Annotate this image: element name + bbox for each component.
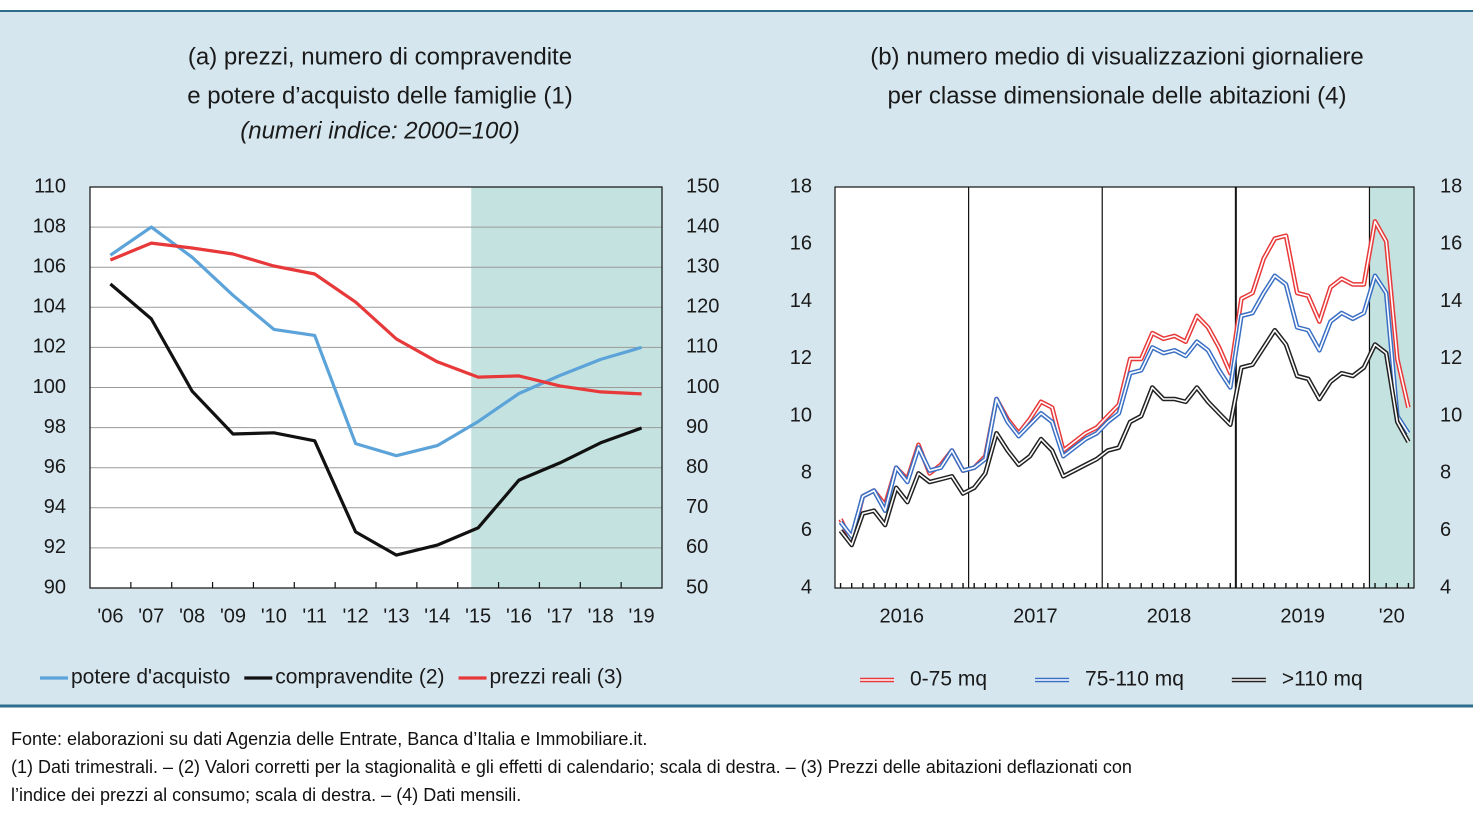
y2-tick-label: 18 xyxy=(1440,175,1462,197)
x-tick-label: '13 xyxy=(383,605,409,627)
data-line xyxy=(109,241,642,396)
note-line: l’indice dei prezzi al consumo; scala di… xyxy=(11,785,522,805)
y2-tick-label: 110 xyxy=(686,336,718,358)
y-tick-label: 8 xyxy=(801,462,812,484)
x-tick-label: '08 xyxy=(179,605,205,627)
x-tick-label: '09 xyxy=(220,605,246,627)
y-tick-label: 102 xyxy=(33,336,66,358)
data-line-core xyxy=(839,329,1410,546)
x-tick-label: '16 xyxy=(506,605,532,627)
x-group-label: 2019 xyxy=(1280,605,1325,627)
figure: (a) prezzi, numero di compravendite e pot… xyxy=(0,10,1473,708)
y-tick-label: 98 xyxy=(44,416,66,438)
y2-tick-label: 140 xyxy=(686,215,719,237)
x-tick-label: '10 xyxy=(261,605,287,627)
data-line xyxy=(109,282,643,557)
y2-tick-label: 50 xyxy=(686,576,708,598)
y2-tick-label: 80 xyxy=(686,456,708,478)
notes: Fonte: elaborazioni su dati Agenzia dell… xyxy=(11,725,1473,809)
y2-tick-label: 130 xyxy=(686,255,719,277)
y-tick-label: 96 xyxy=(44,456,66,478)
x-group-label: 2018 xyxy=(1147,605,1192,627)
x-tick-label: '14 xyxy=(424,605,450,627)
x-tick-label: '12 xyxy=(343,605,369,627)
y-tick-label: 104 xyxy=(33,296,66,318)
y-tick-label: 12 xyxy=(790,347,812,369)
y2-tick-label: 4 xyxy=(1440,576,1451,598)
y2-tick-label: 150 xyxy=(686,175,719,197)
y-tick-label: 90 xyxy=(44,576,66,598)
y2-tick-label: 100 xyxy=(686,376,719,398)
x-group-label: '20 xyxy=(1379,605,1405,627)
chart-title: (a) prezzi, numero di compravendite xyxy=(188,43,572,70)
legend-label: compravendite (2) xyxy=(275,666,444,689)
y2-tick-label: 12 xyxy=(1440,347,1462,369)
legend-label: >110 mq xyxy=(1282,668,1363,691)
x-tick-label: '07 xyxy=(138,605,164,627)
chart: (a) prezzi, numero di compravendite e pot… xyxy=(33,43,720,688)
y-tick-label: 92 xyxy=(44,536,66,558)
y2-tick-label: 16 xyxy=(1440,233,1462,255)
x-tick-label: '17 xyxy=(547,605,573,627)
plot-frame xyxy=(834,186,1415,589)
x-tick-label: '18 xyxy=(588,605,614,627)
x-group-label: 2017 xyxy=(1013,605,1058,627)
legend-label: 75-110 mq xyxy=(1085,668,1184,691)
chart-title: e potere d’acquisto delle famiglie (1) xyxy=(187,82,573,109)
y2-tick-label: 70 xyxy=(686,496,708,518)
y-tick-label: 110 xyxy=(34,175,66,197)
note-line: Fonte: elaborazioni su dati Agenzia dell… xyxy=(11,729,648,749)
data-line xyxy=(109,225,643,458)
x-tick-label: '19 xyxy=(629,605,655,627)
x-group-label: 2016 xyxy=(880,605,925,627)
x-tick-label: '11 xyxy=(302,605,327,627)
y2-tick-label: 14 xyxy=(1440,290,1462,312)
y-tick-label: 16 xyxy=(790,233,812,255)
y-tick-label: 100 xyxy=(33,376,66,398)
y-tick-label: 106 xyxy=(33,255,66,277)
legend-label: 0-75 mq xyxy=(910,668,987,691)
data-line-core xyxy=(839,275,1410,538)
legend-label: potere d'acquisto xyxy=(71,666,230,689)
chart: (b) numero medio di visualizzazioni gior… xyxy=(790,43,1463,690)
y2-tick-label: 10 xyxy=(1440,404,1462,426)
y-tick-label: 14 xyxy=(790,290,812,312)
plot-frame xyxy=(89,186,663,589)
y-tick-label: 10 xyxy=(790,404,812,426)
chart-title: per classe dimensionale delle abitazioni… xyxy=(888,82,1347,109)
note-line: (1) Dati trimestrali. – (2) Valori corre… xyxy=(11,757,1132,777)
y2-tick-label: 90 xyxy=(686,416,708,438)
y-tick-label: 108 xyxy=(33,215,66,237)
x-tick-label: '06 xyxy=(97,605,123,627)
y-tick-label: 6 xyxy=(801,519,812,541)
y2-tick-label: 8 xyxy=(1440,462,1451,484)
chart-title: (b) numero medio di visualizzazioni gior… xyxy=(870,43,1364,70)
legend-label: prezzi reali (3) xyxy=(490,666,623,689)
y2-tick-label: 120 xyxy=(686,296,719,318)
y-tick-label: 4 xyxy=(801,576,812,598)
y2-tick-label: 6 xyxy=(1440,519,1451,541)
chart-subtitle: (numeri indice: 2000=100) xyxy=(240,117,520,144)
y2-tick-label: 60 xyxy=(686,536,708,558)
x-tick-label: '15 xyxy=(465,605,491,627)
y-tick-label: 18 xyxy=(790,175,812,197)
y-tick-label: 94 xyxy=(44,496,66,518)
